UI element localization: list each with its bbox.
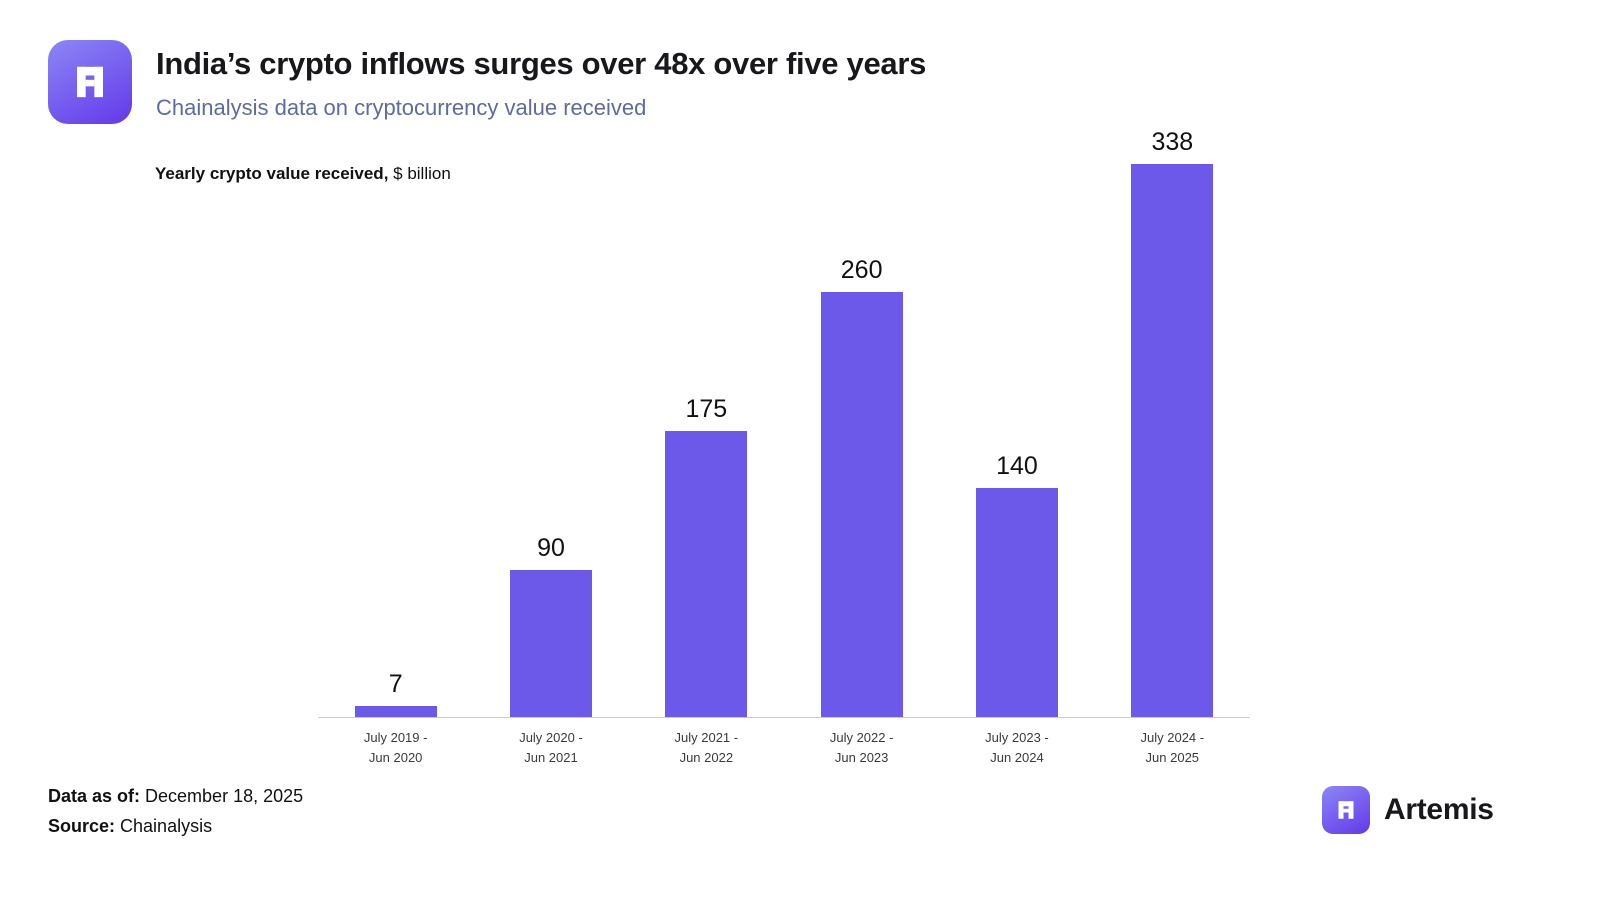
- bar-value-label: 338: [1151, 128, 1194, 156]
- x-axis-tick: July 2022 - Jun 2023: [829, 730, 894, 765]
- chart-ylabel-bold: Yearly crypto value received,: [155, 164, 389, 183]
- bar-group: 338: [1095, 128, 1250, 717]
- x-axis-line: [318, 717, 1250, 718]
- data-as-of-value: December 18, 2025: [140, 786, 304, 806]
- bar-group: 140: [939, 452, 1094, 717]
- bar: [1131, 164, 1214, 717]
- bar-group: 90: [473, 534, 628, 717]
- bar: [975, 488, 1058, 717]
- bar: [665, 431, 748, 717]
- data-as-of: Data as of: December 18, 2025: [48, 786, 303, 807]
- bar: [820, 292, 903, 717]
- data-as-of-label: Data as of:: [48, 786, 141, 806]
- bar: [509, 570, 592, 717]
- x-axis-tick: July 2023 - Jun 2024: [985, 730, 1049, 765]
- bar-group: 260: [784, 256, 939, 717]
- bar-value-label: 90: [537, 534, 565, 562]
- bar-value-label: 140: [996, 452, 1038, 480]
- source-label: Source:: [48, 816, 116, 836]
- chart-ylabel-rest: $ billion: [388, 164, 451, 183]
- source: Source: Chainalysis: [48, 816, 212, 837]
- x-axis-tick: July 2024 - Jun 2025: [1140, 730, 1205, 765]
- artemis-logo-small: [1322, 786, 1370, 834]
- brand-name: Artemis: [1384, 793, 1494, 826]
- x-axis-tick: July 2020 - Jun 2021: [519, 730, 583, 765]
- bar-group: 7: [318, 670, 473, 717]
- bar: [354, 706, 437, 717]
- page-subtitle: Chainalysis data on cryptocurrency value…: [156, 95, 647, 120]
- bars: 7 90 175 260 140 338: [318, 128, 1250, 717]
- bar-value-label: 175: [685, 395, 728, 423]
- source-value: Chainalysis: [115, 816, 213, 836]
- page-title: India’s crypto inflows surges over 48x o…: [156, 46, 927, 81]
- chart-ylabel: Yearly crypto value received, $ billion: [155, 164, 451, 184]
- artemis-pixel-a-icon: [1338, 801, 1354, 819]
- artemis-pixel-a-icon: [77, 66, 103, 98]
- bar-group: 175: [629, 395, 784, 717]
- x-axis-tick: July 2019 - Jun 2020: [363, 730, 428, 765]
- bar-value-label: 260: [840, 256, 883, 284]
- bar-chart: 7 90 175 260 140 338: [318, 128, 1250, 717]
- artemis-logo: [48, 40, 132, 124]
- x-axis-tick: July 2021 - Jun 2022: [674, 730, 739, 765]
- bar-value-label: 7: [388, 670, 403, 698]
- x-axis-ticks: July 2019 - Jun 2020 July 2020 - Jun 2021…: [318, 728, 1250, 767]
- brand-footer: Artemis: [1322, 786, 1494, 834]
